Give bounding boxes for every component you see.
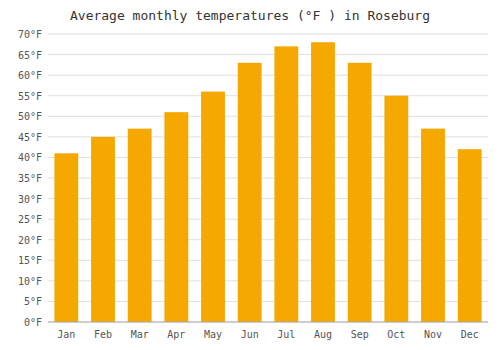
x-tick-label: May bbox=[204, 329, 222, 340]
y-tick-label: 55°F bbox=[18, 91, 42, 102]
bar bbox=[128, 129, 152, 322]
x-tick-label: Mar bbox=[131, 329, 149, 340]
bar bbox=[201, 92, 225, 322]
bar bbox=[384, 96, 408, 322]
y-tick-label: 5°F bbox=[24, 296, 42, 307]
bars bbox=[54, 42, 481, 322]
bar bbox=[238, 63, 262, 322]
x-tick-label: Aug bbox=[314, 329, 332, 340]
bar bbox=[164, 112, 188, 322]
chart-svg: Average monthly temperatures (°F ) in Ro… bbox=[0, 0, 500, 350]
x-tick-label: Feb bbox=[94, 329, 112, 340]
y-tick-label: 20°F bbox=[18, 235, 42, 246]
bar bbox=[54, 153, 78, 322]
grid-line bbox=[48, 54, 488, 55]
bar bbox=[274, 46, 298, 322]
x-tick-label: Oct bbox=[387, 329, 405, 340]
y-tick-label: 65°F bbox=[18, 50, 42, 61]
x-tick-label: Jun bbox=[241, 329, 259, 340]
y-tick-label: 40°F bbox=[18, 152, 42, 163]
chart-container: Average monthly temperatures (°F ) in Ro… bbox=[0, 0, 500, 350]
grid bbox=[48, 34, 488, 322]
bar bbox=[458, 149, 482, 322]
x-tick-label: Sep bbox=[351, 329, 369, 340]
y-tick-label: 30°F bbox=[18, 194, 42, 205]
bar bbox=[421, 129, 445, 322]
y-tick-label: 35°F bbox=[18, 173, 42, 184]
grid-line bbox=[48, 116, 488, 117]
title: Average monthly temperatures (°F ) in Ro… bbox=[70, 8, 430, 23]
grid-line bbox=[48, 75, 488, 76]
grid-line bbox=[48, 34, 488, 35]
bar bbox=[91, 137, 115, 322]
y-tick-label: 60°F bbox=[18, 70, 42, 81]
grid-line bbox=[48, 95, 488, 96]
grid-line bbox=[48, 322, 488, 323]
bar bbox=[348, 63, 372, 322]
x-tick-label: Jul bbox=[277, 329, 295, 340]
bar bbox=[311, 42, 335, 322]
x-tick-label: Nov bbox=[424, 329, 442, 340]
x-tick-label: Apr bbox=[167, 329, 185, 340]
y-tick-label: 70°F bbox=[18, 29, 42, 40]
y-tick-label: 25°F bbox=[18, 214, 42, 225]
y-tick-label: 50°F bbox=[18, 111, 42, 122]
y-tick-label: 10°F bbox=[18, 276, 42, 287]
y-tick-label: 15°F bbox=[18, 255, 42, 266]
y-tick-label: 45°F bbox=[18, 132, 42, 143]
x-axis-line bbox=[48, 322, 488, 323]
y-tick-label: 0°F bbox=[24, 317, 42, 328]
x-tick-label: Jan bbox=[57, 329, 75, 340]
x-tick-label: Dec bbox=[461, 329, 479, 340]
